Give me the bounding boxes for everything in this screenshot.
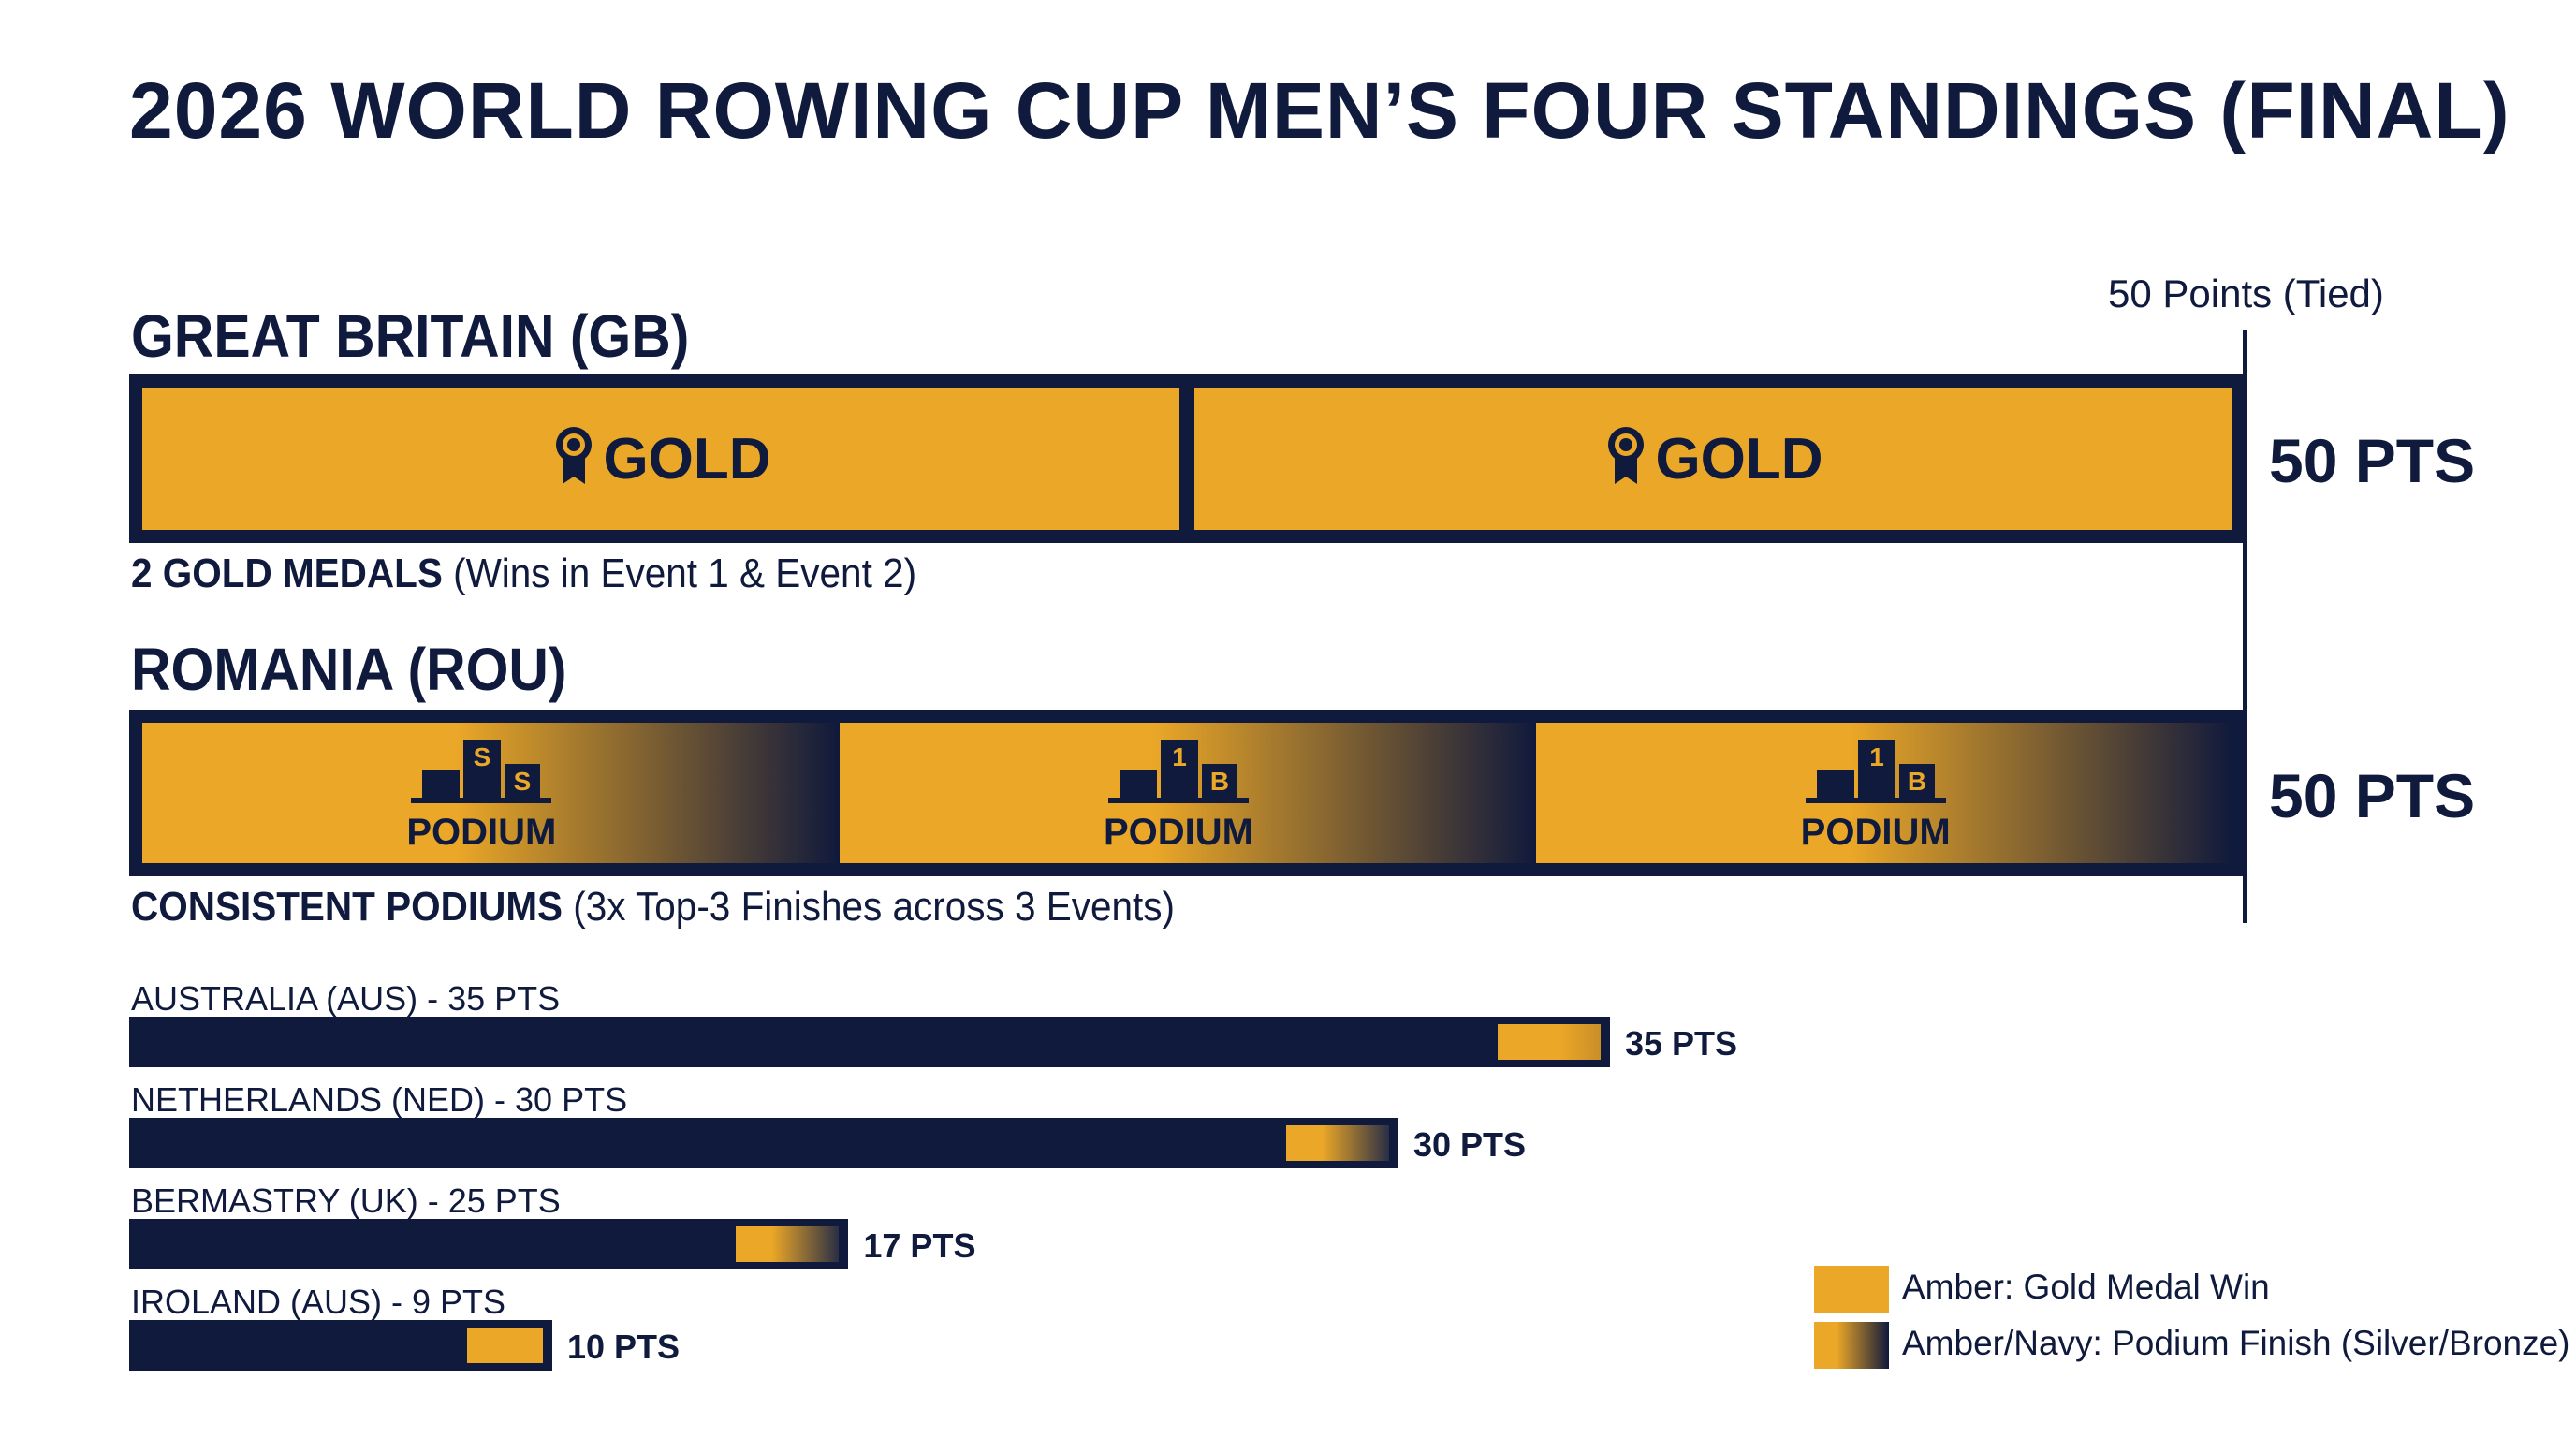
team-label: NETHERLANDS (NED) - 30 PTS: [131, 1080, 628, 1119]
svg-text:1: 1: [1172, 742, 1187, 771]
segment-label: GOLD: [1655, 426, 1823, 492]
segment-gold: GOLD: [1194, 388, 2232, 530]
segment-podium: S S PODIUM: [142, 723, 840, 863]
team-label: BERMASTRY (UK) - 25 PTS: [131, 1181, 561, 1220]
medal-icon: [1603, 424, 1649, 494]
team-bar: [129, 1017, 1610, 1067]
team-caption-rou: CONSISTENT PODIUMS (3x Top-3 Finishes ac…: [131, 884, 1175, 931]
svg-text:B: B: [1210, 767, 1229, 796]
podium-fill: [1498, 1024, 1601, 1060]
team-label: AUSTRALIA (AUS) - 35 PTS: [131, 979, 561, 1018]
tie-reference-line: [2243, 330, 2247, 923]
tie-label: 50 Points (Tied): [2108, 271, 2384, 315]
team-label: IROLAND (AUS) - 9 PTS: [131, 1283, 506, 1321]
segment-label: PODIUM: [406, 812, 557, 853]
segment-label: GOLD: [603, 426, 771, 492]
team-name-gb: GREAT BRITAIN (GB): [131, 302, 690, 370]
legend-swatch-podium: [1814, 1322, 1889, 1369]
caption-detail: (3x Top-3 Finishes across 3 Events): [563, 884, 1176, 930]
team-points: 10 PTS: [567, 1328, 681, 1366]
svg-text:1: 1: [1869, 742, 1884, 771]
caption-bold: 2 GOLD MEDALS: [131, 550, 443, 596]
team-bar: [129, 1219, 849, 1269]
segment-podium: 1 B PODIUM: [839, 723, 1537, 863]
chart-title: 2026 WORLD ROWING CUP MEN’S FOUR STANDIN…: [129, 66, 2510, 154]
podium-fill: [736, 1226, 840, 1262]
legend-label-gold: Amber: Gold Medal Win: [1902, 1268, 2270, 1306]
team-points-gb: 50 PTS: [2269, 426, 2476, 495]
team-bar-rou: S S PODIUM 1 B PODIUM 1 B PODIUM: [129, 710, 2247, 876]
podium-fill: [1286, 1125, 1389, 1161]
team-bar: [129, 1320, 552, 1371]
segment-gold: GOLD: [142, 388, 1179, 530]
caption-bold: CONSISTENT PODIUMS: [131, 884, 564, 930]
team-points: 30 PTS: [1413, 1125, 1527, 1164]
team-bar: [129, 1118, 1398, 1168]
team-points: 35 PTS: [1625, 1024, 1738, 1063]
team-caption-gb: 2 GOLD MEDALS (Wins in Event 1 & Event 2…: [131, 550, 916, 597]
legend-label-podium: Amber/Navy: Podium Finish (Silver/Bronze…: [1902, 1324, 2570, 1362]
svg-text:S: S: [474, 742, 491, 771]
team-name-rou: ROMANIA (ROU): [131, 636, 567, 703]
svg-text:S: S: [514, 767, 532, 796]
medal-icon: [550, 424, 597, 494]
legend-swatch-gold: [1814, 1266, 1889, 1313]
team-points-rou: 50 PTS: [2269, 761, 2476, 830]
team-points: 17 PTS: [863, 1226, 976, 1265]
podium-fill: [466, 1328, 543, 1363]
segment-label: PODIUM: [1800, 812, 1951, 853]
team-bar-gb: GOLD GOLD: [129, 374, 2245, 543]
segment-podium: 1 B PODIUM: [1536, 723, 2233, 863]
caption-detail: (Wins in Event 1 & Event 2): [442, 550, 917, 596]
segment-label: PODIUM: [1103, 812, 1253, 853]
svg-text:B: B: [1908, 767, 1926, 796]
